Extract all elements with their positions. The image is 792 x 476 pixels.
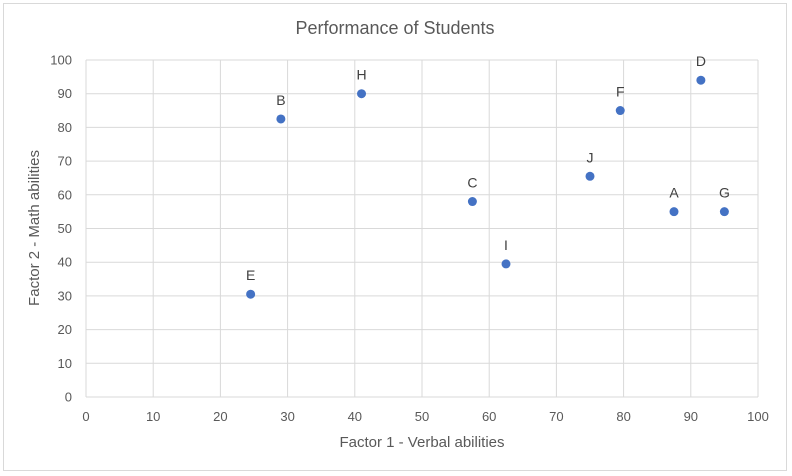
x-axis-title: Factor 1 - Verbal abilities	[339, 434, 504, 451]
y-tick-label: 100	[50, 53, 72, 68]
data-point	[696, 75, 706, 85]
data-point	[246, 289, 256, 299]
data-point	[615, 106, 625, 116]
x-tick-label: 40	[348, 409, 362, 424]
y-tick-label: 70	[58, 154, 72, 169]
data-point	[467, 197, 477, 207]
y-tick-label: 0	[65, 390, 72, 405]
data-point	[501, 259, 511, 269]
y-tick-label: 40	[58, 255, 72, 270]
y-tick-label: 60	[58, 187, 72, 202]
point-label: D	[696, 53, 706, 69]
data-points	[246, 75, 729, 299]
x-tick-label: 90	[684, 409, 698, 424]
y-tick-label: 30	[58, 288, 72, 303]
x-tick-label: 70	[549, 409, 563, 424]
grid-lines	[85, 59, 759, 398]
x-tick-label: 20	[213, 409, 227, 424]
data-point	[719, 207, 729, 217]
point-label: E	[246, 267, 255, 283]
x-tick-labels: 0 10 20 30 40 50 60 70 80 90 100	[82, 409, 768, 424]
y-tick-label: 10	[58, 356, 72, 371]
y-tick-labels: 0 10 20 30 40 50 60 70 80 90 100	[50, 53, 72, 405]
x-tick-label: 50	[415, 409, 429, 424]
point-label: J	[587, 149, 594, 165]
point-label: C	[467, 175, 477, 191]
y-axis-title: Factor 2 - Math abilities	[26, 150, 43, 306]
point-label: G	[719, 185, 730, 201]
data-point	[585, 171, 595, 181]
point-label: H	[356, 67, 366, 83]
data-point	[669, 207, 679, 217]
point-label: A	[669, 185, 679, 201]
point-label: F	[616, 84, 625, 100]
x-tick-label: 60	[482, 409, 496, 424]
data-point	[357, 89, 367, 99]
y-tick-label: 20	[58, 322, 72, 337]
chart-frame	[3, 3, 787, 471]
y-tick-label: 50	[58, 221, 72, 236]
x-tick-label: 100	[747, 409, 769, 424]
point-label: B	[276, 92, 285, 108]
y-tick-label: 90	[58, 86, 72, 101]
point-labels: A B C D E F G H I J	[246, 53, 730, 283]
x-tick-label: 80	[616, 409, 630, 424]
chart-title: Performance of Students	[295, 18, 494, 38]
x-tick-label: 30	[280, 409, 294, 424]
data-point	[276, 114, 286, 124]
y-tick-label: 80	[58, 120, 72, 135]
x-tick-label: 10	[146, 409, 160, 424]
x-tick-label: 0	[82, 409, 89, 424]
point-label: I	[504, 237, 508, 253]
